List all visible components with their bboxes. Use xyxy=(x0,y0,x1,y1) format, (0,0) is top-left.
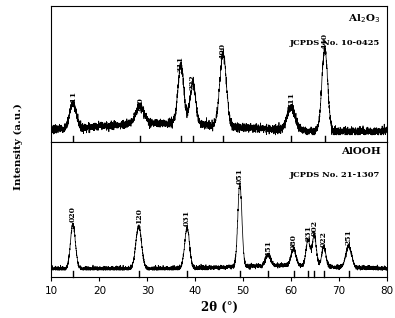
Text: 020: 020 xyxy=(69,206,77,222)
Text: 220: 220 xyxy=(136,97,144,113)
Text: 251: 251 xyxy=(345,229,353,245)
X-axis label: 2θ (°): 2θ (°) xyxy=(201,301,238,314)
Text: 002: 002 xyxy=(310,220,318,236)
Text: 080: 080 xyxy=(290,234,297,250)
Text: 231: 231 xyxy=(304,225,312,241)
Text: JCPDS No. 10-0425: JCPDS No. 10-0425 xyxy=(290,39,380,47)
Text: 440: 440 xyxy=(321,32,329,49)
Text: Al$_2$O$_3$: Al$_2$O$_3$ xyxy=(348,12,380,24)
Text: Intensity (a.u.): Intensity (a.u.) xyxy=(14,103,23,190)
Text: JCPDS No. 21-1307: JCPDS No. 21-1307 xyxy=(290,171,380,179)
Text: 400: 400 xyxy=(219,43,227,59)
Text: 051: 051 xyxy=(236,168,244,184)
Text: 151: 151 xyxy=(264,239,272,255)
Text: AlOOH: AlOOH xyxy=(340,147,380,156)
Text: 022: 022 xyxy=(320,231,328,246)
Text: 222: 222 xyxy=(189,74,197,90)
Text: 111: 111 xyxy=(69,91,77,107)
Text: 511: 511 xyxy=(287,92,295,108)
Text: 031: 031 xyxy=(183,210,191,226)
Text: 120: 120 xyxy=(135,208,143,224)
Text: 311: 311 xyxy=(177,56,185,72)
